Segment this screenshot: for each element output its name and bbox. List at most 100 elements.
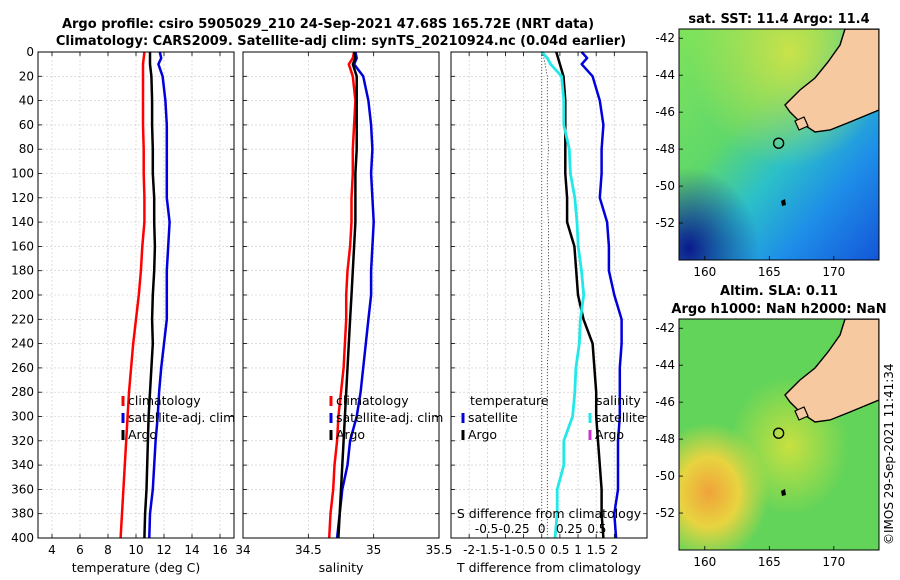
sal-climatology-line [327, 51, 357, 539]
map-x-tick-label: 170 [822, 555, 845, 569]
x-axis-label: salinity [319, 560, 364, 575]
sal-satellite-line [335, 51, 375, 539]
sla-island [794, 406, 809, 421]
x-tick-label: 10 [128, 543, 143, 557]
temp-legend-label: satellite-adj. clim [128, 410, 235, 425]
legend-title-temperature: temperature [470, 393, 549, 408]
x-tick-label: -1.5 [476, 543, 499, 557]
sal-legend-label: satellite-adj. clim [336, 410, 443, 425]
x-tick-label: 4 [48, 543, 56, 557]
map-y-tick-label: -50 [655, 179, 675, 193]
depth-tick-label: 200 [11, 288, 34, 302]
map-y-tick-label: -44 [655, 68, 675, 82]
map-y-tick-label: -42 [655, 321, 675, 335]
difference-profile-panel: -2 -1.5 -1 -0.5 0 0.5 1 1.5 2T difference from c… [450, 51, 648, 575]
depth-tick-label: 400 [11, 531, 34, 545]
s-axis-label: S difference from climatology [457, 506, 642, 521]
temp-legend-label: Argo [128, 427, 157, 442]
map-y-tick-label: -48 [655, 432, 675, 446]
x-tick-label: 2 [611, 543, 619, 557]
map-x-tick-label: 165 [758, 555, 781, 569]
s-tick-label: -0.5 [475, 522, 498, 536]
s-tick-label: 0.5 [587, 522, 606, 536]
map-x-tick-label: 160 [693, 555, 716, 569]
temperature-profile-panel: 0 20 40 60 80 100 120 140 160 180 200 220 240 260 280 3… [11, 45, 235, 575]
x-tick-label: 12 [156, 543, 171, 557]
map-y-tick-label: -42 [655, 31, 675, 45]
depth-tick-label: 180 [11, 264, 34, 278]
x-tick-label: 35 [366, 543, 381, 557]
axes-frame [37, 51, 235, 539]
map-y-tick-label: -50 [655, 469, 675, 483]
sst-island [794, 116, 809, 131]
x-tick-label: 14 [184, 543, 199, 557]
map-y-tick-label: -46 [655, 395, 675, 409]
tdiff-satellite-line [580, 51, 623, 539]
depth-tick-label: 380 [11, 507, 34, 521]
s-tick-label: -0.25 [499, 522, 530, 536]
map-x-tick-label: 165 [758, 265, 781, 279]
map-x-tick-label: 170 [822, 265, 845, 279]
sla-islet [781, 489, 786, 496]
depth-tick-label: 220 [11, 312, 34, 326]
sdiff-legend-label: Argo [595, 427, 624, 442]
depth-tick-label: 300 [11, 410, 34, 424]
depth-tick-label: 340 [11, 458, 34, 472]
x-tick-label: 34.5 [295, 543, 322, 557]
salinity-profile-panel: 34 34.5 35 35.5 salinity climatology satellite… [235, 51, 453, 575]
x-tick-label: 0 [538, 543, 546, 557]
x-tick-label: 35.5 [426, 543, 453, 557]
axes-frame [242, 51, 440, 539]
figure-subtitle: Climatology: CARS2009. Satellite-adj cli… [56, 34, 626, 49]
depth-tick-label: 20 [19, 69, 34, 83]
depth-tick-label: 360 [11, 482, 34, 496]
legend-title-salinity: salinity [596, 393, 641, 408]
depth-tick-label: 260 [11, 361, 34, 375]
x-tick-label: 34 [235, 543, 250, 557]
profile-location-marker [772, 427, 785, 439]
map-y-tick-label: -52 [655, 216, 675, 230]
depth-tick-label: 40 [19, 94, 34, 108]
x-tick-label: 16 [212, 543, 227, 557]
depth-tick-label: 280 [11, 385, 34, 399]
x-tick-label: 1 [574, 543, 582, 557]
figure-title: Argo profile: csiro 5905029_210 24-Sep-2… [62, 17, 594, 32]
sdiff-satellite-line [540, 51, 586, 539]
sla-map-title: Altim. SLA: 0.11 [720, 284, 838, 299]
sal-argo-line [337, 51, 358, 539]
tdiff-argo-line [555, 51, 605, 539]
sla-map-axes: 160 165 170 -42 -44 -46 -48 -50 -52 [655, 318, 880, 569]
map-y-tick-label: -46 [655, 105, 675, 119]
depth-tick-label: 240 [11, 337, 34, 351]
temp-legend-label: climatology [128, 393, 201, 408]
sla-land [784, 319, 879, 423]
x-tick-label: -1 [499, 543, 511, 557]
depth-tick-label: 100 [11, 167, 34, 181]
depth-tick-label: 120 [11, 191, 34, 205]
sla-map-subtitle: Argo h1000: NaN h2000: NaN [671, 302, 886, 317]
s-tick-label: 0 [538, 522, 546, 536]
sla-map-field [679, 319, 879, 550]
x-tick-label: 0.5 [550, 543, 569, 557]
map-x-tick-label: 160 [693, 265, 716, 279]
sst-islet [781, 199, 786, 206]
depth-tick-label: 160 [11, 239, 34, 253]
x-tick-label: -0.5 [512, 543, 535, 557]
sst-map-axes: 160 165 170 -42 -44 -46 -48 -50 -52 [655, 28, 880, 279]
map-frame [678, 28, 880, 261]
sdiff-argo-line [541, 51, 550, 538]
map-y-tick-label: -52 [655, 506, 675, 520]
depth-tick-label: 80 [19, 142, 34, 156]
s-tick-label: 0.25 [556, 522, 583, 536]
x-tick-label: -2 [463, 543, 475, 557]
sst-map-title: sat. SST: 11.4 Argo: 11.4 [688, 12, 869, 27]
map-y-tick-label: -44 [655, 358, 675, 372]
tdiff-legend-label: Argo [468, 427, 497, 442]
sal-legend-label: climatology [336, 393, 409, 408]
tdiff-legend-label: satellite [468, 410, 518, 425]
temp-climatology-line [119, 51, 146, 539]
temp-satellite-line [148, 51, 171, 539]
depth-tick-label: 60 [19, 118, 34, 132]
temp-argo-line [143, 52, 157, 539]
map-frame [678, 318, 880, 551]
